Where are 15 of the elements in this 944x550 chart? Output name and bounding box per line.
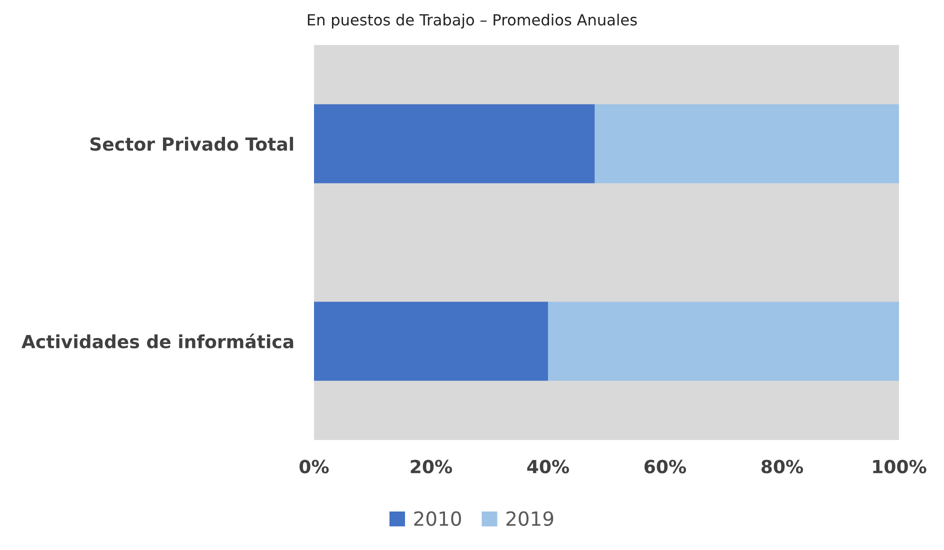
bar <box>314 104 595 184</box>
y-tick-label: Actividades de informática <box>22 334 294 348</box>
x-tick-label: 60% <box>644 460 686 474</box>
bar <box>594 104 899 184</box>
legend-label: 2010 <box>414 511 461 526</box>
x-tick-label: 0% <box>300 460 329 474</box>
bar <box>314 302 548 381</box>
bar <box>548 302 899 381</box>
chart-subtitle: En puestos de Trabajo – Promedios Anuales <box>308 14 637 29</box>
x-tick-label: 20% <box>410 460 452 474</box>
y-tick-label: Sector Privado Total <box>90 136 294 151</box>
x-tick-label: 100% <box>873 460 926 474</box>
x-tick-label: 40% <box>527 460 570 474</box>
legend-label: 2019 <box>506 511 554 526</box>
x-tick-label: 80% <box>761 460 804 474</box>
